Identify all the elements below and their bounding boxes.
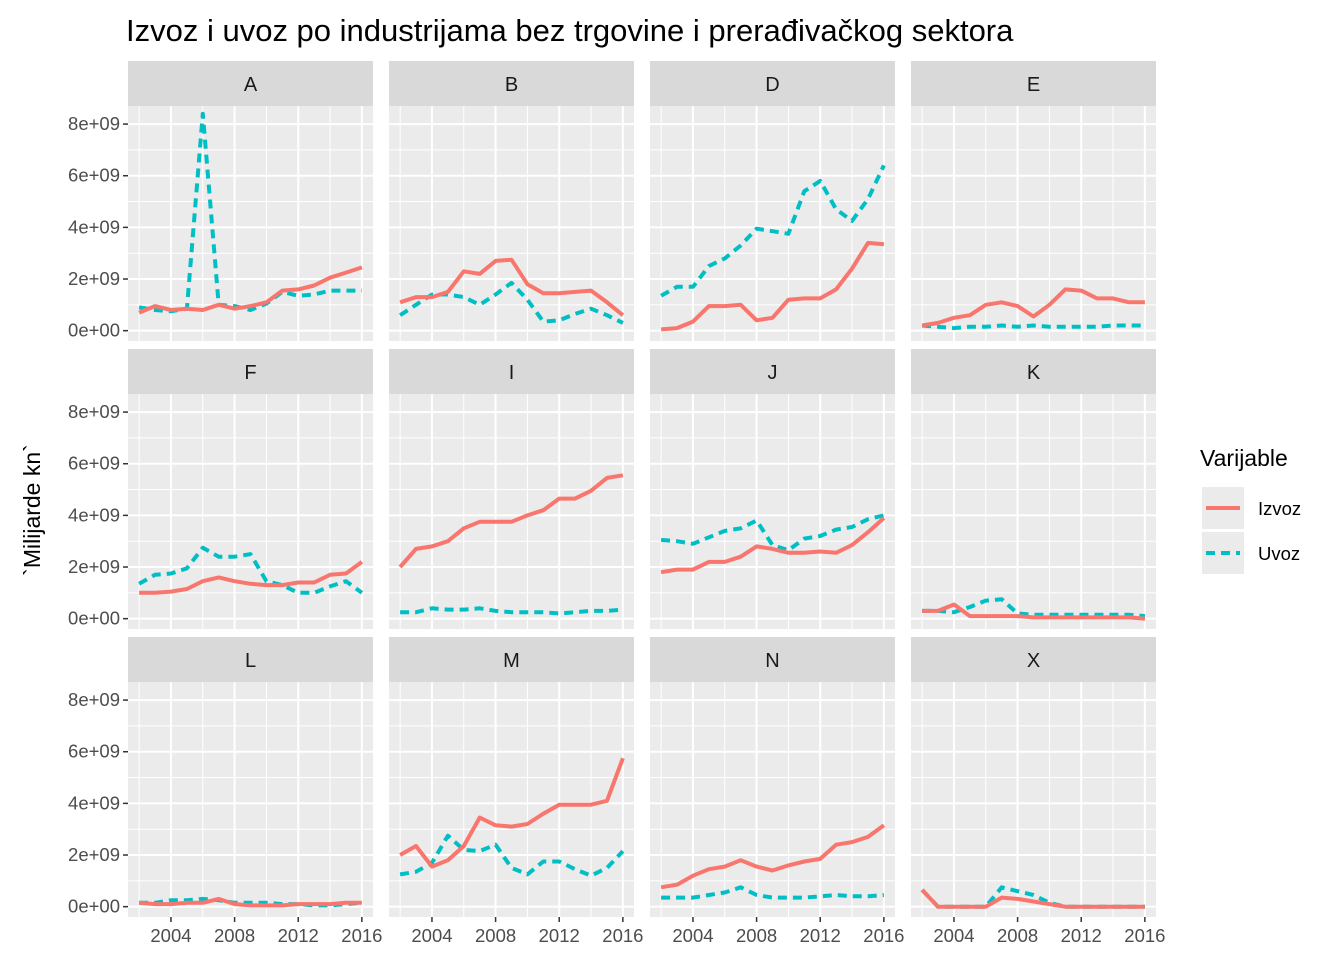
y-tick-label: 8e+09 [68,401,120,422]
y-tick-label: 8e+09 [68,689,120,710]
series-line-izvoz-n [660,823,886,890]
facet-label-i: I [509,362,515,384]
x-tick-label: 2016 [863,925,904,946]
series-line-izvoz-b [399,257,625,317]
y-tick-label: 0e+00 [68,896,120,917]
facet-strip-f [128,349,373,394]
series-line-izvoz-a [138,265,363,315]
x-tick-label: 2016 [341,925,382,946]
facet-label-f: F [244,362,256,384]
series-line-uvoz-n [661,885,885,900]
facet-label-m: M [503,650,520,672]
facet-strip-b [389,61,634,106]
facet-strip-x [911,637,1156,682]
facet-label-x: X [1027,650,1040,672]
series-line-uvoz-b [399,280,624,325]
facet-panel-k [911,394,1156,629]
series-line-uvoz-m [399,833,625,878]
x-tick-label: 2004 [411,925,452,946]
series-line-izvoz-f [139,560,364,595]
facet-label-n: N [765,650,779,672]
facet-strip-e [911,61,1156,106]
facet-panel-m [389,682,634,917]
y-tick-label: 6e+09 [68,165,120,186]
series-line-izvoz-j [660,516,886,575]
x-tick-label: 2008 [475,925,516,946]
legend-label-uvoz: Uvoz [1258,543,1300,564]
chart-title: Izvoz i uvoz po industrijama bez trgovin… [126,13,1014,48]
facet-label-j: J [768,362,778,384]
x-tick-label: 2016 [1124,925,1165,946]
facet-panel-l [128,682,373,917]
facet-label-k: K [1027,362,1041,384]
series-line-uvoz-e [921,323,1145,331]
facet-strip-a [128,61,373,106]
series-line-izvoz-l [138,896,362,908]
legend-title: Varijable [1200,445,1288,471]
facet-panel-i [389,394,634,629]
y-axis-label: `Milijarde kn` [19,444,45,576]
y-tick-label: 6e+09 [68,453,120,474]
y-tick-label: 4e+09 [68,504,120,525]
series-line-uvoz-j [660,513,885,553]
y-tick-label: 2e+09 [68,844,120,865]
facet-label-l: L [245,650,256,672]
series-line-izvoz-x [920,888,1145,909]
facet-label-b: B [505,74,518,96]
x-tick-label: 2008 [214,925,255,946]
x-tick-label: 2016 [602,925,643,946]
y-tick-label: 4e+09 [68,216,120,237]
facet-strip-l [128,637,373,682]
series-line-izvoz-d [660,240,885,332]
x-tick-label: 2008 [997,925,1038,946]
x-tick-label: 2004 [150,925,191,946]
facet-panel-j [650,394,895,629]
x-tick-label: 2012 [1061,925,1102,946]
facet-strip-d [650,61,895,106]
y-tick-label: 0e+00 [68,320,120,341]
facet-panel-x [911,682,1156,917]
y-tick-label: 6e+09 [68,741,120,762]
legend: Varijable Izvoz Uvoz [1200,445,1301,574]
x-tick-label: 2008 [736,925,777,946]
facet-label-a: A [244,74,258,96]
facet-label-e: E [1027,74,1040,96]
y-tick-label: 2e+09 [68,556,120,577]
y-tick-label: 8e+09 [68,113,120,134]
series-line-uvoz-x [920,885,1145,909]
series-line-izvoz-i [398,473,624,569]
series-line-izvoz-m [399,757,625,869]
facet-strip-i [389,349,634,394]
facet-panel-e [911,106,1156,341]
facet-panels: A 0e+00 2e+09 4e+09 6e+09 8e+09 B D E F 0e+00 2e+09… [68,61,1165,946]
facet-panel-d [650,106,895,341]
facet-strip-k [911,349,1156,394]
x-tick-label: 2012 [278,925,319,946]
series-line-uvoz-f [138,545,364,595]
y-tick-label: 2e+09 [68,268,120,289]
x-tick-label: 2012 [539,925,580,946]
facet-panel-a [128,106,373,341]
x-tick-label: 2004 [672,925,713,946]
x-tick-label: 2004 [933,925,974,946]
facet-strip-j [650,349,895,394]
facet-panel-b [389,106,634,341]
facet-label-d: D [765,74,779,96]
series-line-izvoz-k [922,602,1146,621]
legend-label-izvoz: Izvoz [1258,498,1301,519]
facet-strip-m [389,637,634,682]
series-line-uvoz-i [400,606,624,616]
facet-panel-n [650,682,895,917]
series-line-uvoz-d [660,164,886,298]
facet-strip-n [650,637,895,682]
x-tick-label: 2012 [800,925,841,946]
y-tick-label: 4e+09 [68,792,120,813]
y-tick-label: 0e+00 [68,608,120,629]
series-line-izvoz-e [921,287,1145,328]
